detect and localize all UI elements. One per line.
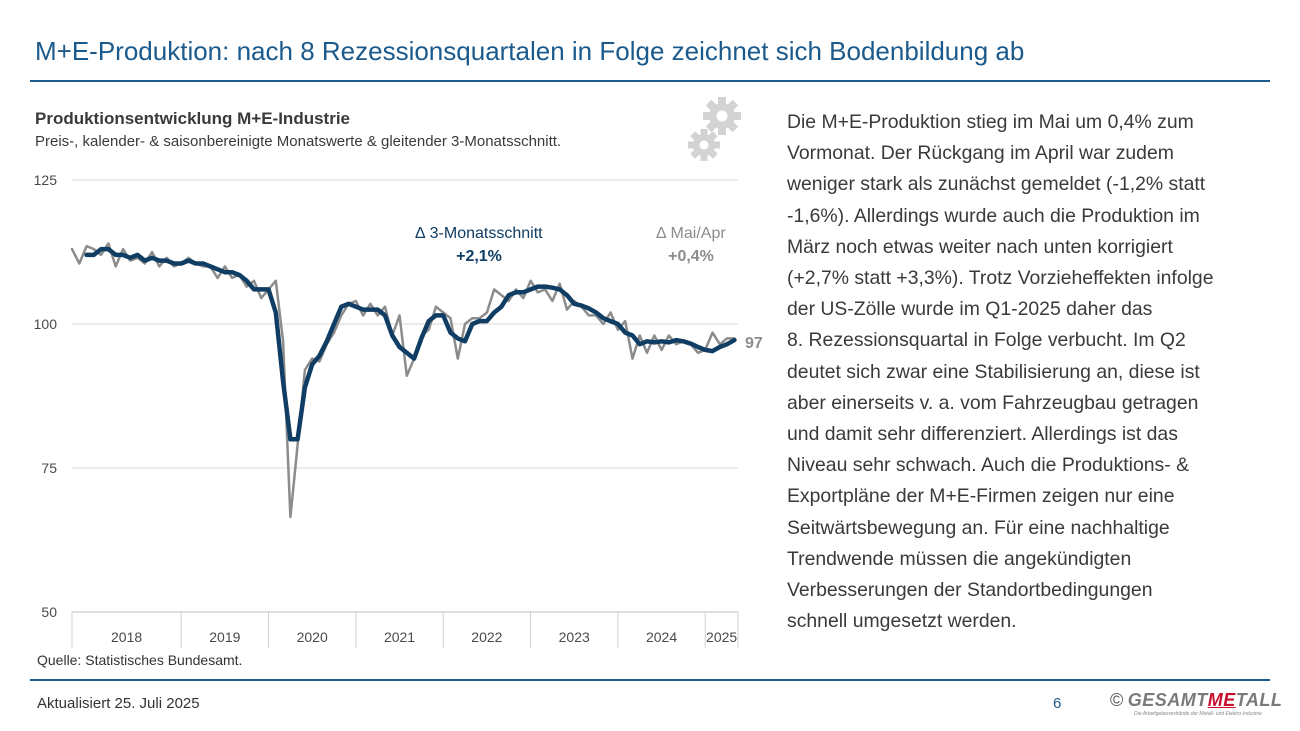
x-tick-label: 2025 (706, 629, 737, 645)
y-axis-ticks: 50 75 100 125 (34, 172, 58, 620)
body-text-line: März noch etwas weiter nach unten korrig… (787, 235, 1173, 258)
body-text-line: Niveau sehr schwach. Auch die Produktion… (787, 454, 1190, 477)
logo-tagline: Die Arbeitgeberverbände der Metall- und … (1134, 711, 1262, 717)
gear-icon (703, 97, 741, 135)
body-text-line: schnell umgesetzt werden. (787, 610, 1017, 633)
gridlines (72, 179, 738, 469)
footer-divider (30, 679, 1270, 681)
body-text-line: Verbesserungen der Standortbedingungen (787, 579, 1153, 602)
body-text-line: -1,6%). Allerdings wurde auch die Produk… (787, 204, 1200, 227)
end-value-label: 97 (745, 335, 763, 352)
series-lines (70, 242, 737, 519)
body-text-line: (+2,7% statt +3,3%). Trotz Vorzieheffekt… (787, 267, 1214, 290)
body-text-line: der US-Zölle wurde im Q1-2025 daher das (787, 298, 1153, 321)
updated-date: Aktualisiert 25. Juli 2025 (37, 695, 200, 712)
x-axis: 2018 2019 2020 2021 2022 2023 2024 2025 (71, 611, 739, 648)
body-text-line: und damit sehr differenziert. Allerdings… (787, 423, 1178, 446)
y-tick-label: 50 (41, 604, 57, 620)
x-tick-label: 2022 (471, 629, 502, 645)
chart-source: Quelle: Statistisches Bundesamt. (37, 652, 243, 668)
logo-wordmark: GESAMTMETALL (1127, 690, 1283, 710)
body-text-line: Vormonat. Der Rückgang im April war zude… (787, 142, 1174, 165)
body-text-line: Exportpläne der M+E-Firmen zeigen nur ei… (787, 485, 1175, 508)
x-tick-label: 2019 (209, 629, 240, 645)
body-text-line: weniger stark als zunächst gemeldet (-1,… (787, 173, 1206, 196)
body-text-line: deutet sich zwar eine Stabilisierung an,… (787, 360, 1200, 383)
ma-annotation-label: ∆ 3-Monatsschnitt (415, 225, 543, 242)
x-tick-label: 2023 (559, 629, 590, 645)
x-tick-label: 2020 (297, 629, 328, 645)
copyright-symbol: © (1110, 690, 1124, 710)
x-tick-label: 2021 (384, 629, 415, 645)
three-month-average-line (84, 246, 737, 442)
body-text: Die M+E-Produktion stieg im Mai um 0,4% … (787, 107, 1267, 637)
ma-annotation-value: +2,1% (456, 248, 502, 265)
gear-icon (688, 129, 720, 161)
chart-title: Produktionsentwicklung M+E-Industrie (35, 109, 350, 128)
body-text-line: 8. Rezessionsquartal in Folge verbucht. … (787, 329, 1186, 352)
y-tick-label: 100 (34, 316, 58, 332)
body-text-line: Die M+E-Produktion stieg im Mai um 0,4% … (787, 111, 1194, 133)
monthly-series-line (70, 242, 736, 519)
x-tick-label: 2018 (111, 629, 142, 645)
y-tick-label: 125 (34, 172, 58, 188)
chart-subtitle: Preis-, kalender- & saisonbereinigte Mon… (35, 133, 562, 150)
gears-decoration (688, 97, 741, 161)
title-divider (30, 80, 1270, 82)
page-number: 6 (1053, 695, 1062, 712)
body-text-line: Trendwende müssen die angekündigten (787, 547, 1132, 570)
mom-annotation-value: +0,4% (668, 248, 714, 265)
gesamtmetall-logo: © GESAMTMETALL Die Arbeitgeberverbände d… (1110, 690, 1283, 717)
annotations: ∆ 3-Monatsschnitt +2,1% ∆ Mai/Apr +0,4% … (415, 225, 762, 352)
mom-annotation-label: ∆ Mai/Apr (656, 225, 726, 242)
x-tick-label: 2024 (646, 629, 677, 645)
body-text-line: aber einerseits v. a. vom Fahrzeugbau ge… (787, 391, 1199, 414)
y-tick-label: 75 (41, 460, 57, 476)
body-text-line: Seitwärtsbewegung an. Für eine nachhalti… (787, 516, 1170, 539)
slide-title: M+E-Produktion: nach 8 Rezessionsquartal… (35, 36, 1025, 66)
